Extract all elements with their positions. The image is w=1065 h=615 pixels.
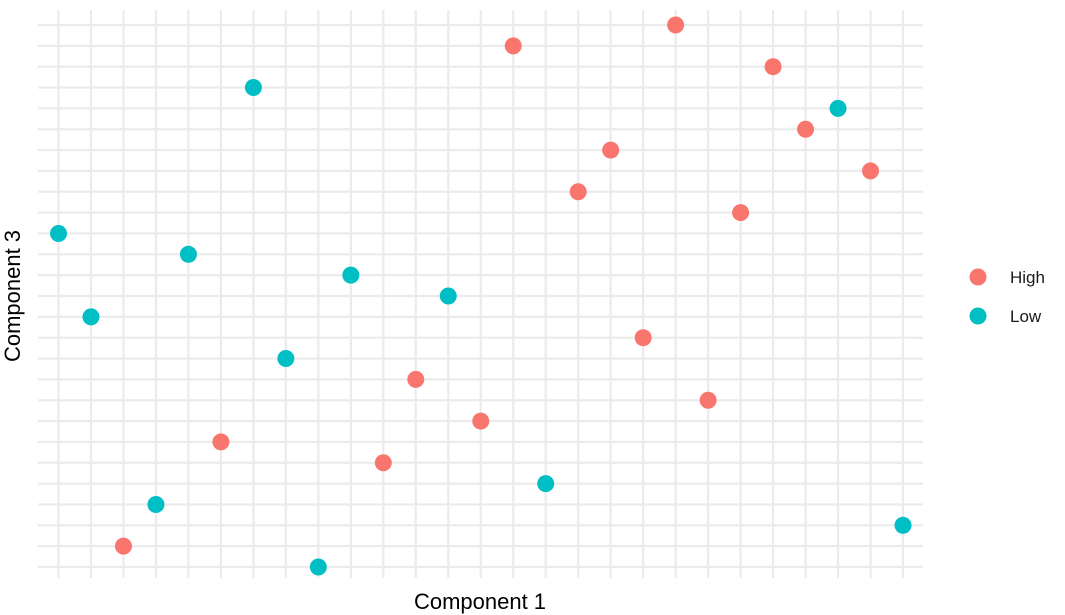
- data-point-high: [602, 141, 620, 159]
- plot-grid: [38, 10, 923, 578]
- data-point-low: [829, 99, 847, 117]
- data-point-high: [732, 204, 750, 222]
- data-point-high: [634, 329, 652, 347]
- data-point-low: [439, 287, 457, 305]
- data-point-low: [342, 266, 360, 284]
- data-point-low: [179, 245, 197, 263]
- legend-item-low: Low: [969, 307, 1042, 326]
- data-point-high: [862, 162, 880, 180]
- legend-item-high: High: [969, 268, 1045, 287]
- data-point-high: [569, 183, 587, 201]
- legend-label-low: Low: [1010, 307, 1042, 326]
- data-point-high: [114, 537, 132, 555]
- data-point-high: [472, 412, 490, 430]
- data-point-low: [309, 558, 327, 576]
- data-point-low: [147, 495, 165, 513]
- data-point-low: [537, 475, 555, 493]
- legend-label-high: High: [1010, 268, 1045, 287]
- data-point-high: [374, 454, 392, 472]
- data-points: [50, 16, 912, 576]
- data-point-low: [894, 516, 912, 534]
- legend-key-low: [969, 307, 987, 325]
- data-point-high: [504, 37, 522, 55]
- data-point-high: [797, 120, 815, 138]
- data-point-high: [667, 16, 685, 34]
- data-point-low: [244, 79, 262, 97]
- data-point-high: [764, 58, 782, 76]
- y-axis-title: Component 3: [0, 230, 25, 362]
- data-point-low: [82, 308, 100, 326]
- data-point-high: [699, 391, 717, 409]
- data-point-low: [50, 224, 67, 242]
- data-point-low: [277, 350, 295, 368]
- data-point-high: [407, 370, 425, 388]
- legend-key-high: [969, 268, 987, 286]
- legend: High Low: [969, 268, 1045, 326]
- data-point-high: [212, 433, 230, 451]
- x-axis-title: Component 1: [414, 589, 546, 614]
